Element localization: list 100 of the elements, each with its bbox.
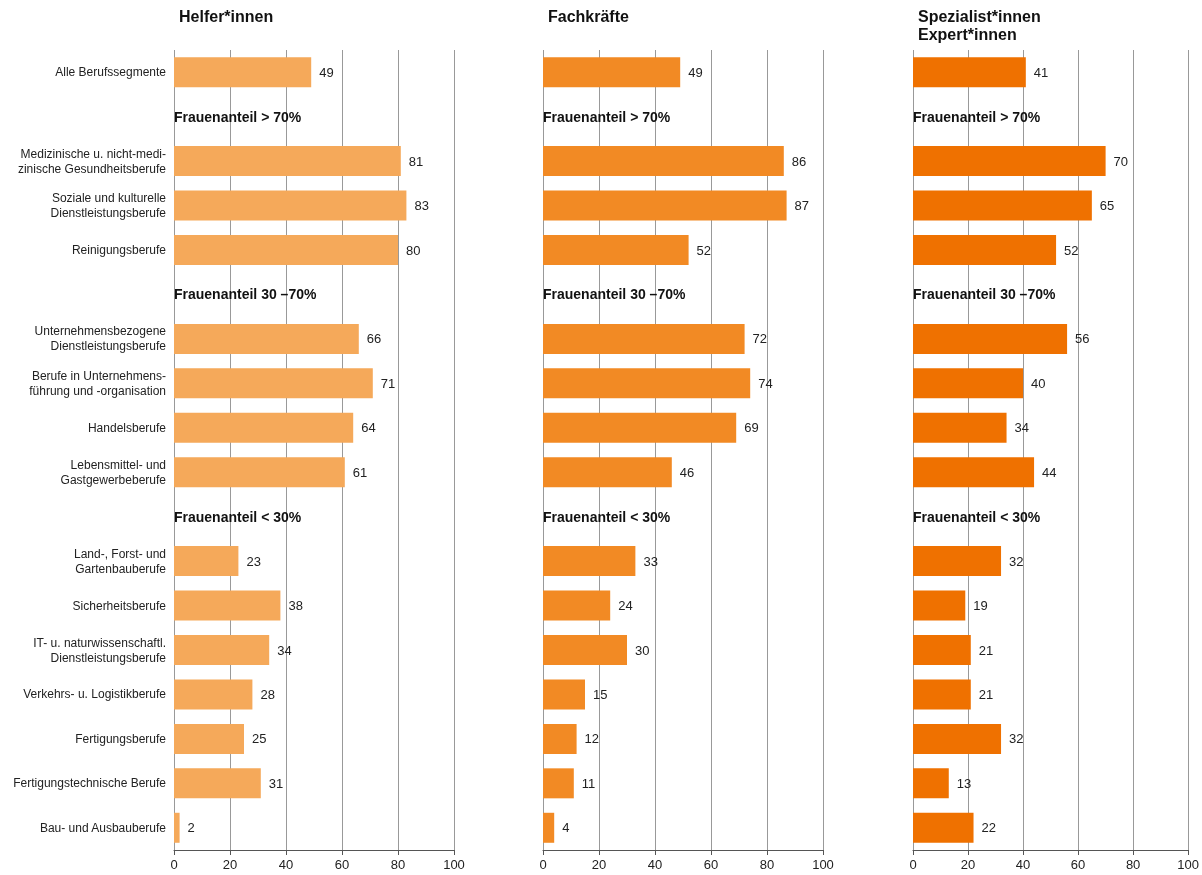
y-tick-label: Land-, Forst- und Gartenbauberufe [73, 546, 167, 576]
data-label: 69 [744, 420, 759, 436]
data-label: 40 [1031, 375, 1046, 391]
data-label: 49 [319, 64, 334, 80]
bar [174, 323, 359, 354]
data-label: 81 [408, 153, 424, 169]
bar [913, 590, 966, 621]
x-tick-label: 60 [703, 857, 719, 872]
bar [913, 679, 971, 710]
data-label: 83 [414, 198, 429, 214]
bar [913, 368, 1024, 399]
y-tick-label: Soziale und kulturelle Dienstleistungsberufe [50, 191, 167, 221]
data-label: 44 [1042, 464, 1057, 480]
data-label: 86 [791, 153, 807, 169]
bar [174, 590, 281, 621]
y-tick-label: Verkehrs- u. Logistikberufe [23, 687, 167, 702]
data-label: 34 [1014, 420, 1030, 436]
x-tick-label: 80 [390, 857, 406, 872]
data-label: 71 [380, 375, 396, 391]
bar [913, 635, 971, 665]
x-tick-label: 60 [1070, 857, 1086, 872]
y-tick-label: IT- u. naturwissenschaftl. Dienstleistungsberufe [33, 635, 167, 665]
bar [913, 412, 1007, 443]
data-label: 46 [679, 464, 695, 480]
data-label: 30 [635, 642, 650, 658]
bar [913, 812, 974, 843]
bar [543, 368, 751, 399]
bar [543, 590, 611, 621]
x-tick-label: 0 [539, 857, 547, 872]
bar [174, 235, 398, 265]
chart-title: Helfer*innen [179, 7, 274, 25]
y-tick-label: Reinigungsberufe [71, 243, 167, 257]
data-label: 15 [593, 686, 608, 702]
bar [913, 235, 1057, 265]
data-label: 33 [643, 553, 658, 569]
bar [543, 457, 672, 488]
bar [174, 368, 373, 399]
data-label: 21 [978, 686, 994, 702]
y-tick-label: Berufe in Unternehmens- führung und -organisation [29, 368, 166, 398]
bar [913, 768, 949, 799]
annotation: Frauenanteil < 30% [174, 508, 302, 525]
data-label: 41 [1033, 64, 1049, 80]
data-label: 38 [288, 598, 303, 614]
bar [913, 146, 1106, 177]
bar [174, 635, 270, 665]
bar [913, 723, 1002, 754]
annotation: Frauenanteil 30 –70% [174, 286, 317, 303]
data-label: 31 [268, 775, 284, 791]
x-tick-label: 80 [759, 857, 775, 872]
bar [543, 679, 585, 710]
y-tick-label: Sicherheitsberufe [72, 598, 167, 613]
annotation: Frauenanteil < 30% [913, 508, 1041, 525]
chart-title: Spezialist*innen Expert*innen [918, 7, 1041, 43]
data-label: 28 [260, 686, 275, 702]
data-label: 64 [361, 420, 376, 436]
data-label: 52 [696, 242, 712, 258]
bar [543, 57, 681, 88]
annotation: Frauenanteil > 70% [543, 108, 671, 125]
x-tick-label: 40 [1015, 857, 1031, 872]
data-label: 2 [187, 820, 195, 836]
bar [174, 190, 407, 221]
chart-title: Fachkräfte [548, 7, 630, 25]
data-label: 80 [406, 242, 421, 258]
x-tick-label: 100 [1177, 857, 1200, 872]
x-tick-label: 20 [591, 857, 607, 872]
data-label: 52 [1064, 242, 1079, 258]
x-tick-label: 100 [443, 857, 465, 872]
bar [543, 146, 784, 177]
data-label: 22 [981, 820, 996, 836]
bar [174, 679, 253, 710]
data-label: 32 [1009, 553, 1024, 569]
y-tick-label: Fertigungstechnische Berufe [13, 776, 167, 791]
bar [543, 323, 745, 354]
y-tick-label: Lebensmittel- und Gastgewerbeberufe [60, 457, 167, 487]
bar [174, 57, 312, 88]
bar [913, 190, 1092, 221]
bar [913, 457, 1035, 488]
bar [174, 723, 244, 754]
annotation: Frauenanteil 30 –70% [543, 286, 686, 303]
data-label: 74 [758, 375, 773, 391]
data-label: 65 [1099, 198, 1115, 214]
data-label: 24 [618, 598, 633, 614]
y-tick-label: Unternehmensbezogene Dienstleistungsberufe [34, 324, 167, 354]
data-label: 13 [956, 775, 972, 791]
annotation: Frauenanteil 30 –70% [913, 286, 1056, 303]
bar [913, 57, 1026, 88]
x-tick-label: 60 [334, 857, 350, 872]
bar [913, 546, 1002, 577]
bar [174, 457, 345, 488]
bar [543, 635, 627, 665]
x-tick-label: 100 [812, 857, 834, 872]
bar [174, 768, 261, 799]
x-tick-label: 20 [222, 857, 238, 872]
data-label: 72 [752, 331, 768, 347]
y-tick-label: Medizinische u. nicht-medi- zinische Gesundheitsberufe [17, 146, 167, 176]
x-tick-label: 80 [1125, 857, 1141, 872]
bar [174, 412, 354, 443]
y-tick-label: Alle Berufssegmente [55, 65, 167, 80]
data-label: 66 [366, 331, 382, 347]
x-tick-label: 0 [170, 857, 178, 872]
